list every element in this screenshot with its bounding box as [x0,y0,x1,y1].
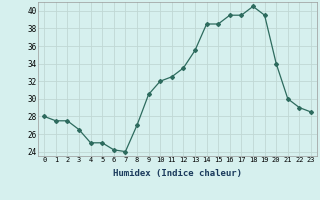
X-axis label: Humidex (Indice chaleur): Humidex (Indice chaleur) [113,169,242,178]
